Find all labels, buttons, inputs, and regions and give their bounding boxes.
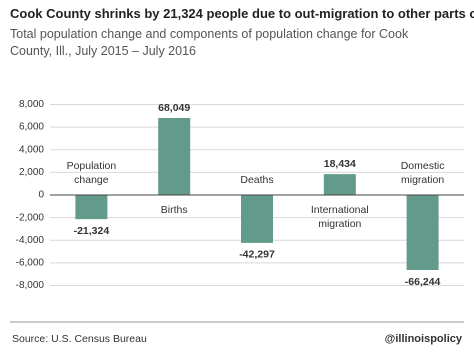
chart-title: Cook County shrinks by 21,324 people due…: [10, 6, 474, 21]
value-label: 68,049: [158, 102, 190, 114]
value-label: 18,434: [324, 158, 356, 170]
y-tick-label: 6,000: [19, 122, 44, 133]
y-tick-label: 4,000: [19, 144, 44, 155]
bar: [158, 117, 191, 195]
y-tick-label: -2,000: [16, 212, 45, 223]
value-label: -21,324: [74, 225, 110, 237]
y-tick-label: 0: [38, 190, 44, 201]
bar: [75, 195, 108, 220]
x-tick-label: Deaths: [240, 174, 274, 186]
bar: [241, 195, 273, 243]
y-tick-label: 8,000: [19, 99, 44, 110]
y-tick-label: -4,000: [16, 235, 45, 246]
chart-subtitle: Total population change and components o…: [10, 27, 409, 58]
bar: [406, 195, 439, 270]
x-tick-label: Population change: [66, 160, 117, 186]
bar: [323, 174, 356, 195]
x-tick-label: International migration: [310, 204, 369, 230]
y-tick-label: -6,000: [16, 258, 45, 269]
x-tick-label: Domestic migration: [400, 160, 445, 186]
x-tick-label: Births: [160, 204, 188, 216]
value-label: -66,244: [405, 276, 441, 288]
y-tick-label: -8,000: [16, 280, 45, 291]
value-label: -42,297: [239, 249, 275, 261]
y-tick-label: 2,000: [19, 167, 44, 178]
credit: @illinoispolicy: [385, 333, 463, 345]
source: Source: U.S. Census Bureau: [12, 333, 147, 345]
